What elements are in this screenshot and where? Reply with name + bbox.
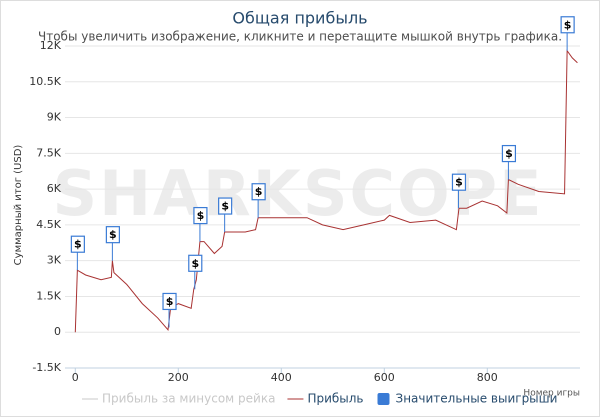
legend-label: Прибыль за минусом рейка [102,392,275,406]
flag-text: $ [255,185,263,198]
legend-symbol [377,393,390,405]
y-tick-label: 7.5K [36,146,61,159]
x-tick-label: 800 [477,371,498,384]
watermark: SHARKSCOPE [53,157,544,230]
flag [451,173,467,191]
y-tick-label: 4.5K [36,218,61,231]
chart-subtitle: Чтобы увеличить изображение, кликните и … [38,30,562,44]
flag [251,183,266,201]
y-axis-label: Суммарный итог (USD) [13,145,24,266]
flag-text: $ [109,228,117,241]
y-tick-label: 0 [54,325,61,338]
y-tick-label: 1.5K [36,289,61,302]
flag [193,206,208,225]
x-axis-label: Номер игры [523,389,580,399]
flag-text: $ [505,147,513,160]
flag-text: $ [455,176,463,189]
legend-label: Значительные выигрыши [396,392,558,406]
flag [105,226,120,244]
legend-item[interactable]: Прибыль [287,392,364,406]
flag [188,254,203,272]
flag-text: $ [166,295,174,308]
flag-text: $ [197,209,205,222]
flag [560,16,575,34]
flag [162,292,177,311]
y-tick-label: 9K [47,111,62,124]
x-tick-label: 400 [271,371,292,384]
flag-text: $ [74,238,82,251]
x-tick-label: 600 [374,371,395,384]
y-tick-label: -1.5K [32,361,61,374]
y-tick-label: 3K [47,254,62,267]
profit-line [74,49,578,333]
y-tick-label: 6K [47,182,62,195]
flag-text: $ [564,18,572,31]
flag [501,144,517,163]
x-tick-label: 200 [168,371,189,384]
x-tick-label: 0 [72,371,79,384]
legend-item[interactable]: Значительные выигрыши [377,392,558,406]
y-tick-label: 10.5K [29,75,61,88]
legend-item[interactable]: Прибыль за минусом рейка [82,392,275,406]
chart-title: Общая прибыль [232,9,367,28]
y-tick-label: 12K [40,39,62,52]
flag-text: $ [191,257,199,270]
legend-label: Прибыль [307,392,363,406]
flag [218,197,233,215]
flag [70,235,85,253]
flag-text: $ [221,200,229,213]
